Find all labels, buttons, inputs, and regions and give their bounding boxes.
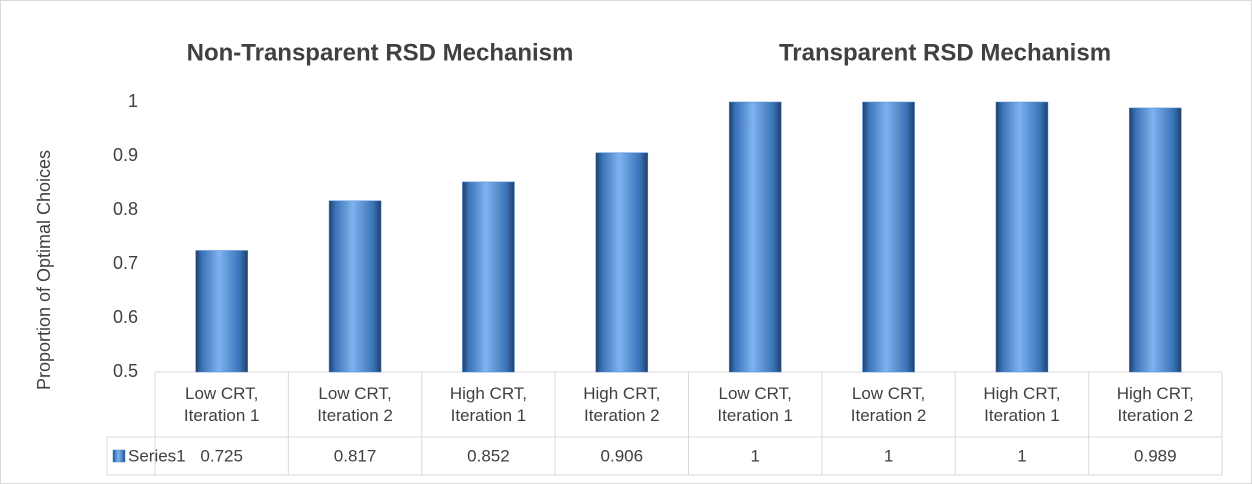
- data-table-value: 0.906: [601, 446, 644, 465]
- bar: [195, 250, 248, 373]
- y-tick-label: 0.6: [113, 307, 138, 327]
- data-table-value: 1: [884, 446, 893, 465]
- x-tick-label: High CRT, Iteration 2: [1116, 383, 1194, 425]
- bar: [462, 181, 515, 373]
- bar: [862, 101, 915, 373]
- x-tick-label: Low CRT, Iteration 2: [317, 383, 393, 425]
- y-tick-label: 1: [128, 91, 138, 111]
- data-table-value: 0.989: [1134, 446, 1177, 465]
- x-tick-label: High CRT, Iteration 2: [583, 383, 661, 425]
- group-label: Non-Transparent RSD Mechanism: [187, 39, 574, 66]
- y-tick-label: 0.8: [113, 199, 138, 219]
- x-tick-label: Low CRT, Iteration 1: [717, 383, 793, 425]
- x-tick-label: High CRT, Iteration 1: [449, 383, 528, 425]
- x-tick-label: Low CRT, Iteration 2: [850, 383, 927, 425]
- x-tick-label: High CRT, Iteration 1: [983, 383, 1061, 425]
- bar: [728, 101, 782, 373]
- data-table-value: 1: [1017, 446, 1026, 465]
- data-table-value: 0.725: [200, 446, 243, 465]
- data-table-value: 0.817: [334, 446, 377, 465]
- y-tick-label: 0.7: [113, 253, 138, 273]
- bar: [1129, 107, 1182, 373]
- bar: [328, 200, 382, 373]
- data-table-value: 0.852: [467, 446, 510, 465]
- data-table-value: 1: [750, 446, 759, 465]
- legend-marker: [112, 449, 126, 463]
- y-axis-label: Proportion of Optimal Choices: [34, 150, 54, 390]
- bar: [995, 101, 1049, 373]
- x-tick-label: Low CRT, Iteration 1: [183, 383, 260, 425]
- bar: [595, 152, 649, 373]
- y-tick-label: 0.5: [113, 361, 138, 381]
- legend-label: Series1: [128, 446, 186, 465]
- group-label: Transparent RSD Mechanism: [779, 39, 1111, 66]
- y-tick-label: 0.9: [113, 145, 138, 165]
